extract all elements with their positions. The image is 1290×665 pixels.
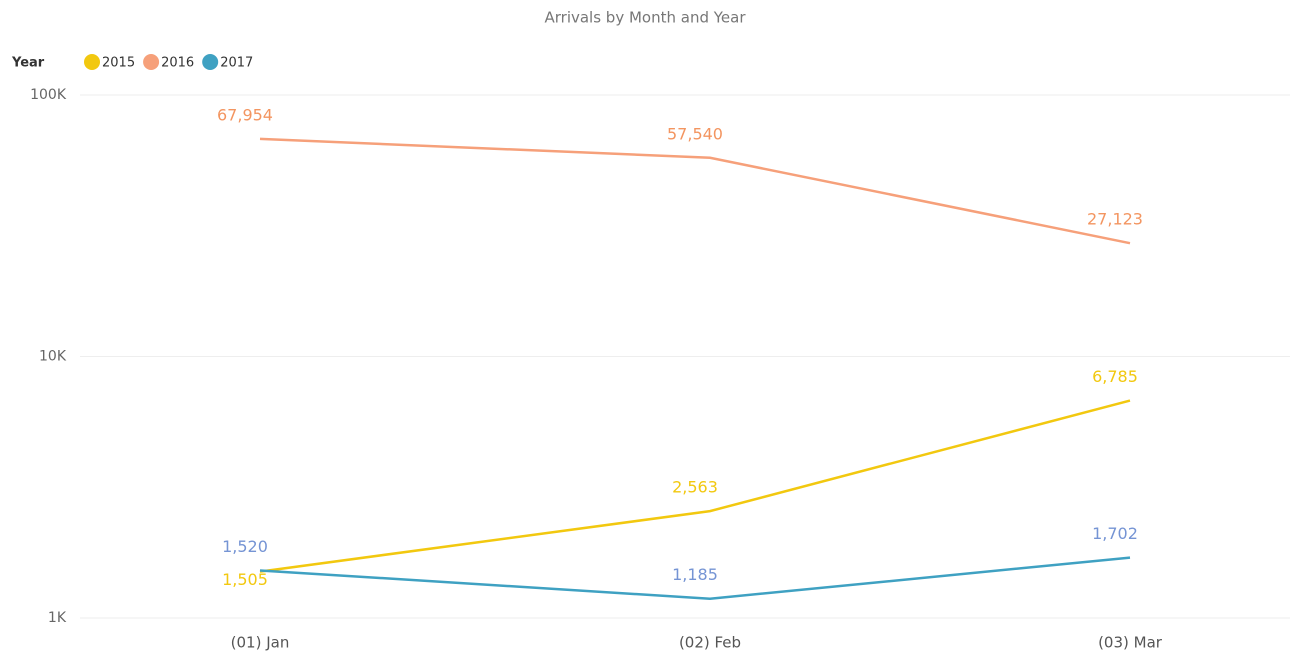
chart-title: Arrivals by Month and Year [544,9,746,27]
line [259,556,1131,600]
data-label: 67,954 [217,105,273,124]
legend-label: 2015 [102,56,135,71]
data-label: 1,505 [222,570,268,589]
legend-title: Year [11,56,45,71]
line [259,137,1131,245]
data-label: 1,702 [1092,524,1138,543]
line [259,399,1131,573]
y-tick-label: 1K [48,610,67,626]
legend-marker [84,54,100,70]
legend-label: 2017 [220,56,253,71]
x-tick-label: (03) Mar [1098,634,1163,652]
data-label: 1,520 [222,537,268,556]
data-label: 2,563 [672,478,718,497]
data-label: 27,123 [1087,210,1143,229]
y-tick-label: 10K [39,349,67,365]
legend-label: 2016 [161,56,194,71]
legend-marker [202,54,219,70]
data-label: 1,185 [672,565,718,584]
x-tick-label: (02) Feb [679,634,741,652]
y-tick-label: 100K [30,87,67,103]
legend-marker [143,54,160,70]
data-label: 57,540 [667,124,723,143]
data-label: 6,785 [1092,367,1138,386]
x-tick-label: (01) Jan [231,634,290,652]
